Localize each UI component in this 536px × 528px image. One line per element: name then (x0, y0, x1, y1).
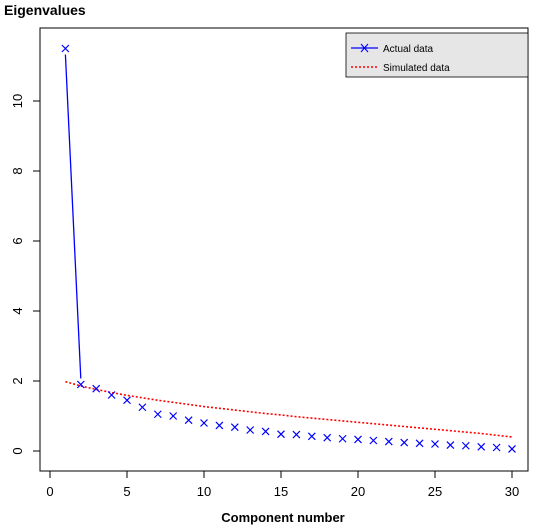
actual-data-point (76, 380, 85, 389)
actual-data-point (508, 444, 516, 453)
legend-box (345, 32, 529, 78)
y-tick-label: 8 (10, 167, 25, 174)
legend-actual-marker (360, 43, 369, 53)
x-tick-label: 30 (505, 484, 519, 499)
x-axis: 0 5 10 15 20 25 30 (46, 470, 519, 499)
actual-data-point (323, 433, 332, 442)
legend: Actual data Simulated data (345, 32, 529, 78)
x-tick-label: 0 (46, 484, 53, 499)
series-layer (61, 44, 516, 453)
actual-data-point (200, 419, 208, 427)
legend-actual-label: Actual data (383, 44, 433, 55)
actual-data-point (153, 410, 162, 419)
y-tick-label: 10 (10, 94, 25, 108)
y-axis: 0 2 4 6 8 10 (10, 94, 41, 455)
actual-data-point (230, 423, 239, 432)
x-tick-label: 15 (274, 484, 288, 499)
actual-data-point (461, 441, 470, 450)
x-tick-label: 20 (351, 484, 365, 499)
actual-data-point (400, 438, 409, 447)
simulated-data-line (65, 380, 513, 438)
x-tick-label: 10 (197, 484, 211, 499)
actual-data-point (446, 441, 455, 449)
actual-data-point (492, 443, 501, 452)
plot-frame (39, 27, 529, 472)
actual-data-point (415, 439, 424, 448)
actual-data-point (384, 437, 393, 446)
y-tick-label: 4 (10, 307, 25, 314)
y-tick-label: 6 (10, 237, 25, 244)
actual-data-point (138, 403, 147, 412)
chart-title: Eigenvalues (4, 2, 86, 18)
x-tick-label: 5 (123, 484, 130, 499)
actual-data-point (107, 391, 116, 399)
actual-data-point (369, 436, 378, 445)
x-axis-label: Component number (221, 510, 345, 525)
actual-data-point (246, 426, 255, 434)
actual-data-point (61, 44, 70, 53)
actual-data-point (169, 412, 178, 420)
x-tick-label: 25 (428, 484, 442, 499)
actual-data-point (277, 430, 285, 439)
actual-data-point (338, 434, 347, 443)
actual-data-point (477, 442, 486, 451)
y-tick-label: 2 (10, 377, 25, 384)
actual-data-point (261, 427, 270, 436)
legend-simulated-label: Simulated data (383, 63, 450, 74)
actual-data-point (184, 416, 193, 425)
actual-data-point (431, 440, 439, 448)
actual-data-point (92, 384, 101, 393)
y-tick-label: 0 (10, 447, 25, 454)
actual-data-line (64, 54, 82, 379)
actual-data-point (354, 435, 362, 444)
actual-data-point (307, 432, 316, 441)
actual-data-point (292, 430, 301, 439)
actual-data-point (215, 421, 224, 430)
actual-data-point (123, 396, 131, 405)
